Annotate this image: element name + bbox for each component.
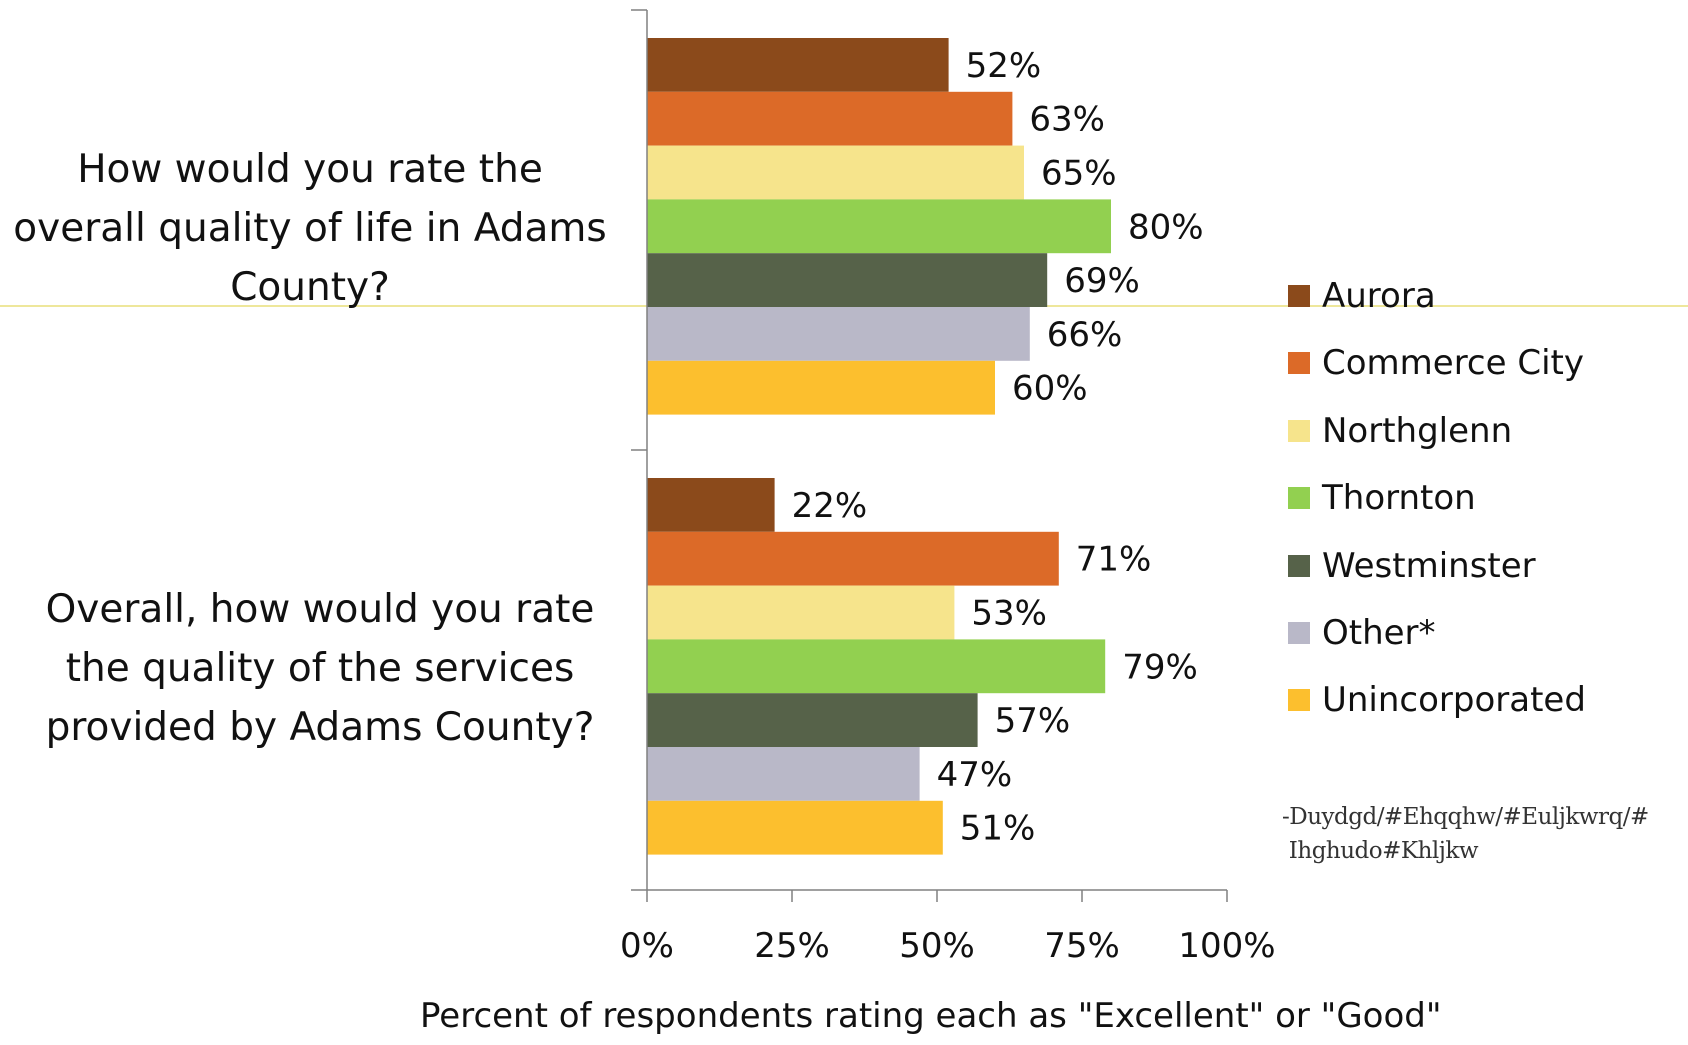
x-axis-title: Percent of respondents rating each as "E… (420, 996, 1442, 1036)
data-label: 63% (1029, 100, 1105, 140)
bar (647, 693, 978, 747)
legend-label: Northglenn (1322, 411, 1513, 451)
bar (647, 91, 1013, 146)
legend-swatch (1288, 622, 1310, 644)
legend-label: Other* (1322, 613, 1436, 653)
bar (647, 199, 1111, 254)
x-tick-label: 100% (1178, 926, 1275, 966)
bar (647, 360, 995, 415)
legend-label: Westminster (1322, 546, 1536, 586)
bar (647, 478, 775, 532)
legend-swatch (1288, 555, 1310, 577)
data-label: 52% (966, 46, 1042, 86)
data-label: 51% (960, 809, 1036, 849)
bar (647, 38, 949, 92)
data-label: 53% (971, 594, 1047, 634)
legend-swatch (1288, 352, 1310, 374)
legend-item-northglenn: Northglenn (1288, 411, 1512, 451)
bar (647, 800, 943, 855)
category-label-quality-of-life: How would you rate the overall quality o… (13, 147, 607, 310)
bar (647, 585, 955, 640)
x-tick-label: 50% (899, 926, 975, 966)
legend-item-thornton: Thornton (1288, 478, 1476, 518)
footnote: -Duydgd/#Ehqqhw/#Euljkwrq/# Ihghudo#Khlj… (1282, 804, 1649, 864)
legend-item-westminster: Westminster (1288, 546, 1536, 586)
legend-item-unincorporated: Unincorporated (1288, 680, 1586, 720)
data-label: 71% (1076, 540, 1152, 580)
legend-label: Thornton (1322, 478, 1476, 518)
legend-swatch (1288, 285, 1310, 307)
data-label: 80% (1128, 207, 1204, 247)
data-label: 79% (1122, 647, 1198, 687)
data-label: 47% (937, 755, 1013, 795)
legend-label: Commerce City (1322, 343, 1584, 383)
legend-item-commerce-city: Commerce City (1288, 343, 1584, 383)
bar (647, 253, 1048, 307)
category-label-quality-of-services: Overall, how would you rate the quality … (45, 587, 595, 750)
data-label: 65% (1041, 154, 1117, 194)
data-label: 66% (1047, 315, 1123, 355)
x-tick-label: 75% (1044, 926, 1120, 966)
legend-item-aurora: Aurora (1288, 276, 1436, 316)
data-label: 57% (995, 701, 1071, 741)
bar (647, 747, 920, 801)
data-label: 60% (1012, 369, 1088, 409)
bar (647, 639, 1106, 694)
x-tick-label: 0% (620, 926, 674, 966)
legend-swatch (1288, 487, 1310, 509)
bar (647, 531, 1059, 586)
legend-swatch (1288, 689, 1310, 711)
data-label: 69% (1064, 261, 1140, 301)
legend-label: Unincorporated (1322, 680, 1586, 720)
legend-swatch (1288, 420, 1310, 442)
legend-label: Aurora (1322, 276, 1436, 316)
data-label: 22% (792, 486, 868, 526)
legend-item-other: Other* (1288, 613, 1436, 653)
bar (647, 145, 1024, 200)
bar (647, 307, 1030, 361)
x-tick-label: 25% (754, 926, 830, 966)
